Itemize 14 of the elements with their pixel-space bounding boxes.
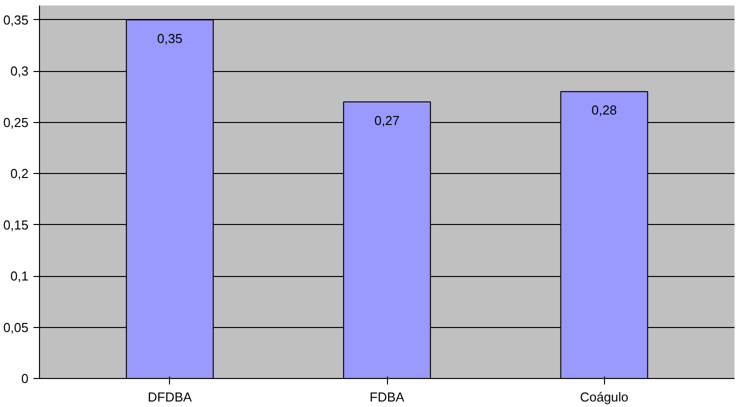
y-tick-label: 0,35 [3, 12, 29, 28]
data-label: 0,35 [157, 30, 182, 46]
y-tick-label: 0,2 [10, 166, 29, 182]
y-tick-label: 0,3 [10, 64, 29, 79]
y-tick-label: 0,1 [10, 268, 29, 284]
x-tick-label: DFDBA [148, 390, 192, 404]
y-tick-label: 0,25 [3, 114, 29, 130]
data-label: 0,27 [374, 112, 400, 128]
x-tick-label: Coágulo [580, 390, 628, 404]
y-tick-label: 0 [21, 371, 29, 386]
data-label: 0,28 [592, 102, 617, 118]
y-tick-label: 0,05 [3, 320, 29, 335]
y-tick-label: 0,15 [3, 217, 29, 232]
x-tick-label: FDBA [370, 390, 405, 404]
